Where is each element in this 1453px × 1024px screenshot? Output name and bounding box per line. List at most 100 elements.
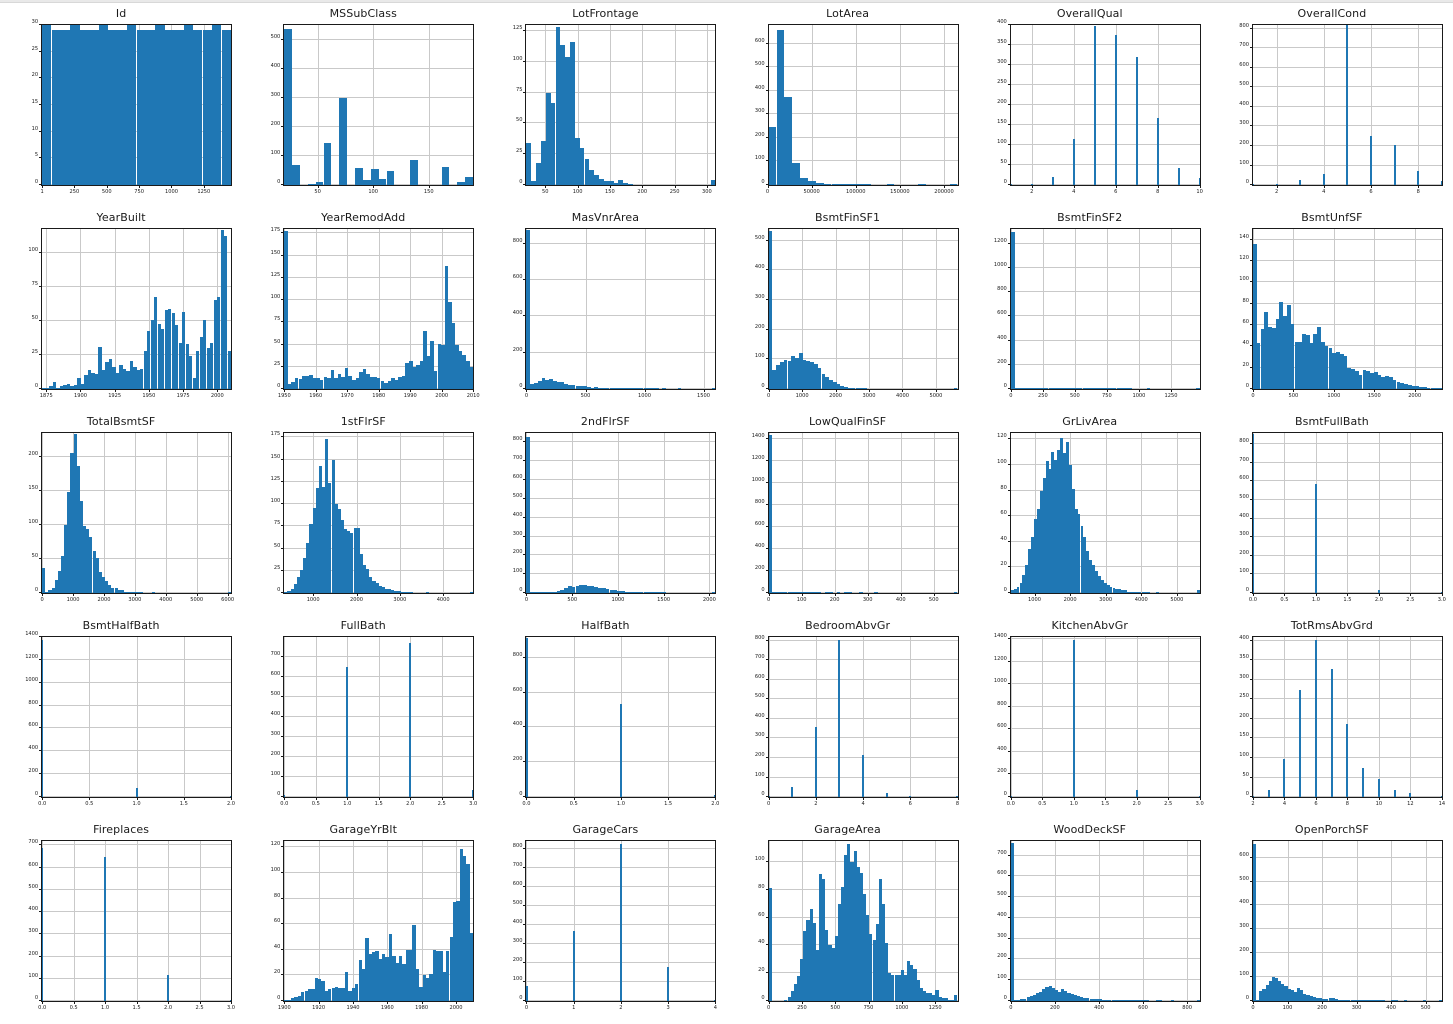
bar <box>783 360 788 389</box>
y-tick <box>39 727 43 729</box>
bar <box>938 996 942 1001</box>
x-tick-label: 50000 <box>803 189 820 195</box>
y-tick <box>1249 928 1253 930</box>
x-tick-label: 4 <box>1072 189 1076 195</box>
bar <box>603 181 609 185</box>
gridline-horizontal <box>1010 773 1200 775</box>
bar <box>813 592 818 593</box>
y-tick-label: 100 <box>1239 751 1249 758</box>
x-tick-label: 2000 <box>449 1005 463 1011</box>
bar <box>472 790 474 797</box>
x-tick-label: 1250 <box>928 1005 942 1011</box>
x-tick-label: 1980 <box>415 1005 429 1011</box>
y-tick <box>765 503 769 505</box>
x-tick <box>815 797 817 800</box>
bar <box>1067 388 1072 389</box>
bar <box>115 372 120 389</box>
bar <box>1092 564 1095 593</box>
y-tick-label: 700 <box>512 861 523 868</box>
y-tick-label: 80 <box>1242 297 1249 304</box>
bar <box>1071 388 1075 389</box>
x-tick <box>1378 797 1380 800</box>
plot-area <box>768 841 958 1001</box>
bar <box>598 587 602 593</box>
x-tick <box>767 185 769 188</box>
bar <box>836 384 841 389</box>
y-tick <box>1007 773 1011 775</box>
gridline-vertical <box>1105 637 1107 797</box>
panel-title: HalfBath <box>581 619 630 632</box>
y-tick-label: 700 <box>1239 42 1249 49</box>
y-tick <box>765 269 769 271</box>
gridline-horizontal <box>1010 363 1200 365</box>
plot-area <box>526 25 716 185</box>
x-tick <box>441 389 443 392</box>
y-tick <box>523 278 527 280</box>
x-tick <box>421 1001 423 1004</box>
bar <box>526 229 531 389</box>
bar <box>376 378 381 389</box>
bar <box>564 587 568 593</box>
panel-title: GarageYrBlt <box>329 823 398 836</box>
bar <box>371 952 376 1001</box>
y-tick-label: 800 <box>1239 438 1249 445</box>
x-tick <box>709 593 711 596</box>
bar <box>1281 983 1285 1001</box>
bar <box>1369 1000 1373 1001</box>
bar <box>617 590 621 593</box>
bar <box>1264 312 1268 389</box>
bar <box>412 366 417 389</box>
x-tick-label: 500 <box>101 189 112 195</box>
bar <box>935 989 939 1001</box>
bar <box>365 938 369 1001</box>
bar <box>802 359 807 389</box>
y-tick-label: 200 <box>512 549 523 556</box>
bar <box>1018 388 1023 389</box>
y-tick-label: 20 <box>1242 361 1249 368</box>
bar <box>1290 323 1295 389</box>
axes-frame: 0 1 2 3 4 0 100 200 300 400 500 600 700 800 <box>513 840 717 1011</box>
histogram-panel-2nd-flr-sf: 2ndFlrSF 0 500 1000 1500 2000 0 100 200 300 400 500… <box>484 412 726 616</box>
plot-area <box>1010 433 1200 593</box>
y-tick-label: 75 <box>516 86 523 93</box>
bar <box>594 586 599 593</box>
y-tick-label: 300 <box>997 932 1007 939</box>
bar <box>556 591 561 593</box>
bar <box>1299 689 1302 797</box>
x-tick <box>545 185 547 188</box>
gridline-vertical <box>89 637 91 797</box>
gridline-horizontal <box>768 503 958 505</box>
gridline-vertical <box>114 229 116 389</box>
y-tick <box>523 242 527 244</box>
bar <box>375 583 379 593</box>
bar <box>1068 465 1072 593</box>
gridline-horizontal <box>1252 498 1442 500</box>
bar <box>1411 385 1416 389</box>
y-tick-label: 1400 <box>25 631 39 637</box>
y-tick-label: 100 <box>754 771 765 778</box>
y-tick-label: 300 <box>1239 923 1249 930</box>
bar <box>378 585 382 593</box>
bar <box>174 30 184 185</box>
x-tick <box>352 1001 354 1004</box>
bar <box>307 989 312 1001</box>
bar <box>42 847 44 1001</box>
x-tick <box>196 593 198 596</box>
y-tick-label: 50 <box>516 117 523 124</box>
bar <box>394 591 398 593</box>
y-tick-label: 0 <box>1003 383 1007 389</box>
y-tick-label: 25 <box>273 360 281 367</box>
gridline-horizontal <box>284 547 474 549</box>
x-tick-label: 3.0 <box>226 1005 236 1011</box>
bar-series <box>42 841 231 1001</box>
bar <box>314 977 318 1001</box>
bar <box>1101 388 1106 389</box>
gridline-horizontal <box>768 269 958 271</box>
y-tick <box>1007 64 1011 65</box>
bar <box>847 592 852 593</box>
x-tick-label: 400 <box>1094 1005 1104 1011</box>
gridline-vertical <box>1054 841 1056 1001</box>
bar <box>327 378 331 389</box>
x-tick-label: 3 <box>666 1005 670 1011</box>
x-tick-label: 3.0 <box>469 801 478 807</box>
